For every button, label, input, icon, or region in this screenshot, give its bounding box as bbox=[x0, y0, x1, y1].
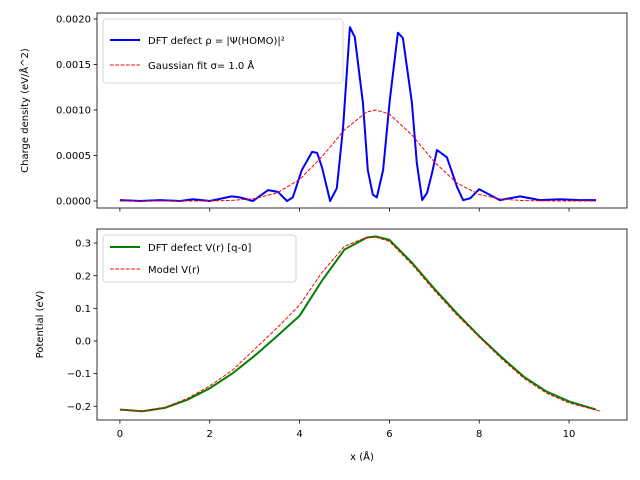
legend-frame bbox=[102, 234, 297, 283]
y-tick-label: 0.0 bbox=[75, 337, 91, 348]
x-axis-label: x (Å) bbox=[350, 450, 374, 463]
axes-1: 0.0000 0.0005 0.0010 0.0015 0.0020 Charge den… bbox=[18, 12, 628, 212]
legend-label: Gaussian fit σ= 1.0 Å bbox=[148, 59, 254, 72]
legend-label: DFT defect ρ = |Ψ(HOMO)|² bbox=[148, 36, 285, 47]
y-axis-label: Potential (eV) bbox=[35, 291, 46, 359]
legend-label: DFT defect V(r) [q-0] bbox=[148, 243, 251, 254]
series-line-1 bbox=[119, 26, 596, 202]
y-tick-label: 0.0000 bbox=[56, 197, 91, 208]
y-axis-label: Charge density (eV/Å^2) bbox=[18, 48, 31, 173]
x-tick-label: 0 bbox=[117, 429, 123, 440]
y-tick-label: −0.2 bbox=[67, 402, 91, 413]
axes-frame bbox=[96, 12, 628, 209]
x-tick-label: 6 bbox=[386, 429, 392, 440]
y-tick-label: 0.3 bbox=[75, 239, 91, 250]
axes-2: 0 2 4 6 8 10 −0.2 −0.1 0.0 0.1 0.2 0.3 Potential (eV… bbox=[35, 228, 628, 463]
legend: DFT defect ρ = |Ψ(HOMO)|² Gaussian fit σ=… bbox=[102, 18, 344, 84]
x-tick-label: 10 bbox=[563, 429, 576, 440]
x-tick-label: 8 bbox=[476, 429, 482, 440]
legend-frame bbox=[102, 18, 344, 84]
y-tick-label: 0.0015 bbox=[56, 60, 91, 71]
series-line-2 bbox=[119, 236, 601, 412]
y-tick-label: 0.0010 bbox=[56, 106, 91, 117]
y-tick-label: −0.1 bbox=[67, 369, 91, 380]
y-tick-label: 0.0005 bbox=[56, 151, 91, 162]
series-line-2 bbox=[119, 109, 596, 202]
axes-frame bbox=[96, 228, 628, 421]
legend: DFT defect V(r) [q-0] Model V(r) bbox=[102, 234, 297, 283]
legend-label: Model V(r) bbox=[148, 265, 200, 276]
y-tick-label: 0.2 bbox=[75, 271, 91, 282]
x-tick-label: 4 bbox=[296, 429, 302, 440]
x-tick-label: 2 bbox=[207, 429, 213, 440]
y-tick-label: 0.1 bbox=[75, 304, 91, 315]
y-tick-label: 0.0020 bbox=[56, 15, 91, 26]
